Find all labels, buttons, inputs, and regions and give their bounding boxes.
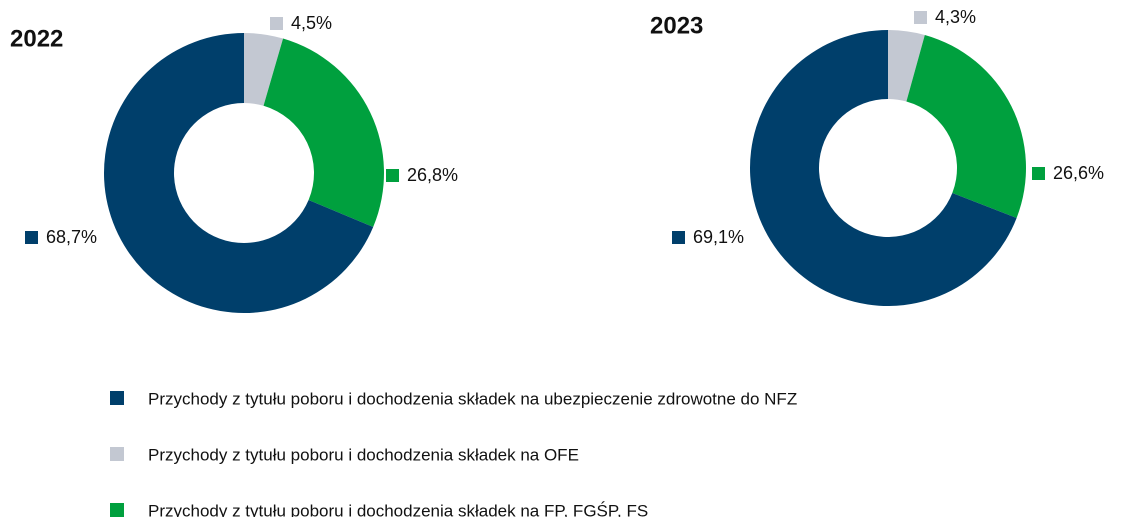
legend-swatch [110,391,124,405]
value-label: 4,3% [935,7,976,27]
legend-label: Przychody z tytułu poboru i dochodzenia … [148,445,579,464]
pie-slice [104,33,374,314]
value-label: 4,5% [291,13,332,33]
pie-slice [749,30,1017,306]
pie-slice [263,38,384,227]
legend-swatch [110,447,124,461]
value-label: 68,7% [46,227,97,247]
value-label: 69,1% [693,227,744,247]
legend-label: Przychody z tytułu poboru i dochodzenia … [148,501,648,517]
pie-slice [888,30,925,102]
pie-slice [906,35,1026,218]
label-marker [270,17,283,30]
value-label: 26,6% [1053,163,1104,183]
label-marker [25,231,38,244]
legend-swatch [110,503,124,517]
chart-title: 2022 [10,25,63,52]
label-marker [386,169,399,182]
pie-slice [244,33,284,106]
label-marker [914,11,927,24]
legend-label: Przychody z tytułu poboru i dochodzenia … [148,389,797,408]
value-label: 26,8% [407,165,458,185]
label-marker [1032,167,1045,180]
label-marker [672,231,685,244]
chart-title: 2023 [650,12,703,39]
